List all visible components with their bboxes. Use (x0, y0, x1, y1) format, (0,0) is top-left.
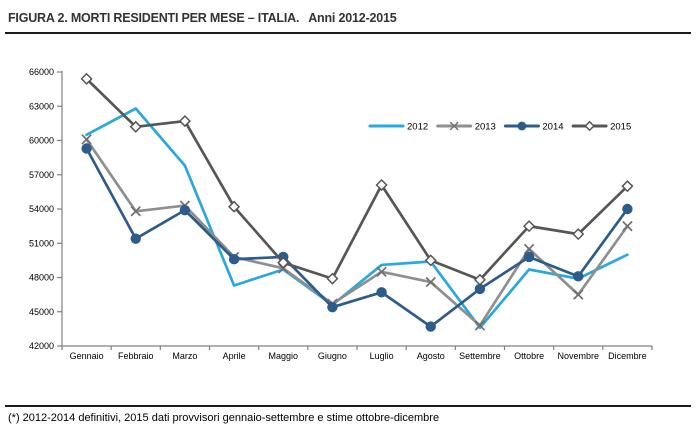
circle-marker (517, 121, 527, 131)
x-marker (425, 276, 436, 288)
y-tick-label: 57000 (29, 170, 54, 180)
diamond-marker (473, 273, 486, 286)
diamond-marker (375, 178, 388, 192)
x-tick-label: Marzo (172, 351, 197, 361)
diamond-marker (523, 220, 536, 233)
x-tick-label: Settembre (459, 351, 501, 361)
circle-marker (81, 143, 92, 154)
footnote-text: (*) 2012-2014 definitivi, 2015 dati prov… (8, 412, 440, 424)
diamond-marker (584, 120, 595, 132)
x-marker (449, 121, 459, 131)
x-marker (130, 206, 141, 217)
y-tick-label: 45000 (29, 307, 54, 317)
diamond-marker (80, 72, 93, 85)
x-tick-label: Agosto (417, 351, 445, 361)
diamond-marker (129, 120, 142, 133)
diamond-marker (178, 115, 191, 128)
x-tick-label: Maggio (268, 351, 298, 361)
x-marker (523, 243, 535, 255)
title-rule (5, 32, 691, 34)
diamond-marker (424, 254, 437, 267)
diamond-marker (572, 228, 585, 241)
circle-marker (622, 203, 633, 215)
footnote-rule (5, 405, 691, 407)
y-tick-label: 63000 (29, 101, 54, 111)
circle-marker (474, 283, 486, 295)
x-tick-label: Gennaio (70, 351, 104, 361)
circle-marker (327, 301, 338, 313)
y-tick-label: 48000 (29, 273, 54, 283)
y-tick-label: 51000 (29, 238, 54, 248)
x-marker (376, 266, 387, 277)
x-tick-label: Luglio (370, 351, 394, 361)
circle-marker (425, 321, 436, 332)
x-tick-label: Giugno (318, 351, 347, 361)
x-marker (573, 289, 584, 300)
circle-marker (130, 233, 141, 244)
legend-label-2013: 2013 (475, 122, 496, 133)
legend-label-2012: 2012 (407, 122, 428, 133)
diamond-marker (326, 272, 339, 285)
legend-label-2014: 2014 (542, 122, 563, 133)
y-tick-label: 42000 (29, 341, 54, 351)
y-tick-label: 66000 (29, 67, 54, 77)
circle-marker (228, 254, 240, 265)
figure-title-bar: FIGURA 2. MORTI RESIDENTI PER MESE – ITA… (8, 11, 692, 25)
x-tick-label: Dicembre (608, 351, 647, 361)
diamond-marker (621, 180, 634, 193)
figure-title: FIGURA 2. MORTI RESIDENTI PER MESE – ITA… (8, 11, 300, 25)
circle-marker (523, 251, 535, 263)
y-tick-label: 54000 (29, 204, 54, 214)
x-tick-label: Aprile (223, 351, 246, 361)
diamond-marker (228, 200, 241, 213)
x-tick-label: Ottobre (514, 351, 544, 361)
figure-subtitle: Anni 2012-2015 (308, 11, 397, 25)
circle-marker (573, 271, 584, 282)
x-marker (474, 320, 486, 331)
x-marker (81, 134, 92, 145)
series-line-2014 (85, 147, 629, 328)
x-tick-label: Febbraio (118, 351, 154, 361)
series-line-2015 (85, 77, 629, 282)
x-tick-label: Novembre (557, 351, 599, 361)
circle-marker (179, 204, 191, 216)
series-line-2012 (85, 107, 629, 330)
series-line-2013 (85, 138, 629, 327)
circle-marker (376, 287, 387, 298)
y-tick-label: 60000 (29, 136, 54, 146)
diamond-marker (277, 256, 290, 269)
legend-label-2015: 2015 (610, 122, 631, 133)
x-marker (622, 220, 633, 232)
